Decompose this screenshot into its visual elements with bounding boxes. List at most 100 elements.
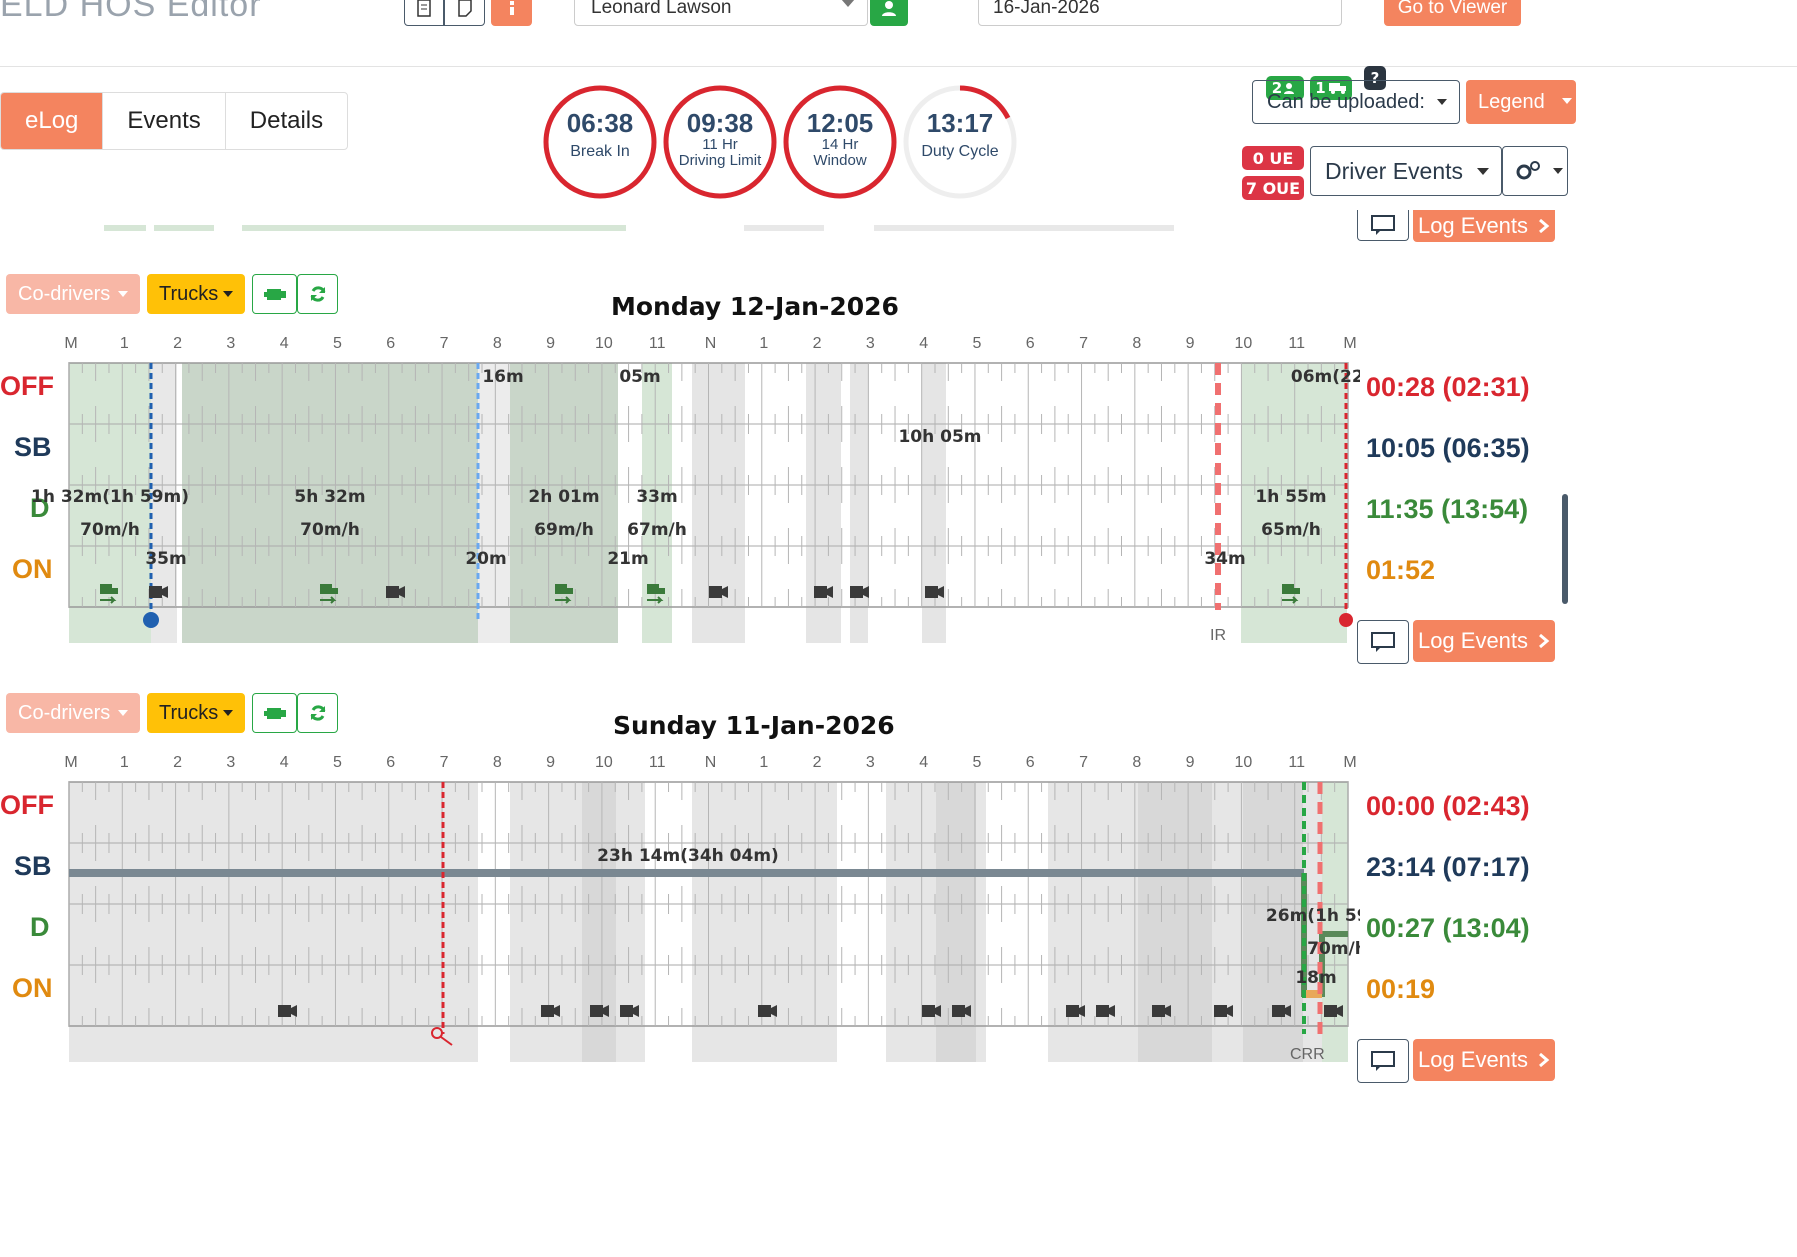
ue-label: 0 UE [1252,148,1294,168]
gauge-label: Duty Cycle [921,143,999,160]
hour-label: 5 [333,754,342,771]
comment-button[interactable] [1357,210,1409,241]
camera-icon[interactable] [758,1005,777,1017]
settings-button[interactable] [1502,146,1568,196]
codrivers-button[interactable]: Co-drivers [6,693,140,733]
codrivers-button[interactable]: Co-drivers [6,274,140,314]
trucks-button[interactable]: Trucks [147,693,245,733]
hour-label: 4 [919,754,928,771]
status-label-on: ON [12,973,53,1003]
ir-marker: IR [1210,627,1226,644]
gauge-ring [783,85,897,199]
tab-events-label: Events [127,107,201,134]
tab-details[interactable]: Details [226,93,347,149]
status-label-off: OFF [0,790,54,820]
log-events-button[interactable]: Log Events [1413,210,1555,242]
segment-label: 26m(1h 59m) [1266,906,1360,926]
info-button[interactable] [491,0,532,26]
engine-button[interactable] [252,274,297,314]
driver-name: Leonard Lawson [591,0,732,18]
total-sb: 10:05 (06:35) [1366,433,1530,463]
camera-icon[interactable] [1152,1005,1171,1017]
camera-icon[interactable] [925,586,944,598]
chevron-down-icon [841,0,855,7]
previous-day-strip [104,218,1184,231]
comment-icon [1371,215,1395,235]
hour-label: 2 [813,754,822,771]
refresh-button[interactable] [297,274,338,314]
camera-icon[interactable] [541,1005,560,1017]
hour-label: 11 [649,335,666,352]
hour-label: 2 [173,335,182,352]
trucks-label: Trucks [159,282,219,305]
hour-label: 3 [866,754,875,771]
event-markers [143,363,1353,628]
tab-elog[interactable]: eLog [1,93,104,149]
status-label-d: D [30,912,50,942]
segment-label: 21m [607,549,648,569]
camera-icon[interactable] [1214,1005,1233,1017]
caret-down-icon [118,710,128,716]
upload-select[interactable]: Can be uploaded: [1252,80,1460,124]
legend-label: Legend [1478,90,1545,113]
hour-label: 8 [493,754,502,771]
truck-icon[interactable] [647,584,665,604]
tab-events[interactable]: Events [103,93,226,149]
copy-button[interactable] [444,0,485,26]
view-tabs: eLog Events Details [0,92,349,150]
truck-icon[interactable] [555,584,573,604]
caret-down-icon [1562,98,1572,104]
comment-button[interactable] [1357,1039,1409,1083]
status-label-off: OFF [0,371,54,401]
help-badge[interactable]: ? [1364,66,1386,90]
camera-icon[interactable] [278,1005,297,1017]
scrollbar-thumb[interactable] [1562,494,1568,604]
hour-label: 5 [973,335,982,352]
oue-badge[interactable]: 7 OUE [1242,176,1304,200]
camera-icon[interactable] [814,586,833,598]
truck-icon[interactable] [1282,584,1300,604]
camera-icon[interactable] [952,1005,971,1017]
segment-label: 1h 32m(1h 59m) [31,487,189,507]
camera-icon[interactable] [590,1005,609,1017]
log-events-button[interactable]: Log Events [1413,1039,1555,1081]
grid-lines [68,362,1349,608]
driver-select[interactable]: Leonard Lawson [574,0,868,26]
segment-label: 70m/h [1307,939,1360,959]
gauge-time: 13:17 [926,108,994,138]
ue-badge[interactable]: 0 UE [1242,146,1304,170]
log-events-label: Log Events [1417,628,1529,653]
camera-icon[interactable] [386,586,405,598]
camera-icon[interactable] [850,586,869,598]
hour-label: 6 [386,754,395,771]
status-label-on: ON [12,554,53,584]
notes-button[interactable] [404,0,444,26]
refresh-button[interactable] [297,693,338,733]
hour-label: 11 [1288,335,1305,352]
trucks-button[interactable]: Trucks [147,274,245,314]
legend-button[interactable]: Legend [1466,80,1576,124]
camera-icon[interactable] [709,586,728,598]
engine-icon [263,708,286,719]
segment-label: 05m [619,367,660,387]
camera-icon[interactable] [1096,1005,1115,1017]
chevron-right-icon [1539,634,1550,648]
go-to-viewer-button[interactable]: Go to Viewer [1384,0,1521,26]
engine-button[interactable] [252,693,297,733]
day1-log-grid: M 1 2 3 4 5 6 7 8 9 10 11 N 1 2 3 4 5 6 7 8 9 10 11 M 1h 32m(1h … [31,335,1360,644]
truck-icon[interactable] [100,584,118,604]
camera-icon[interactable] [149,586,168,598]
camera-icon[interactable] [620,1005,639,1017]
camera-icon[interactable] [922,1005,941,1017]
camera-icon[interactable] [1324,1005,1343,1017]
segment-label: 70m/h [80,520,140,540]
camera-icon[interactable] [1066,1005,1085,1017]
hour-label: 10 [595,335,613,352]
truck-icon[interactable] [320,584,338,604]
driver-events-select[interactable]: Driver Events [1310,146,1502,196]
log-events-button[interactable]: Log Events [1413,620,1555,662]
date-input[interactable]: 16-Jan-2026 [978,0,1342,26]
camera-icon[interactable] [1272,1005,1291,1017]
driver-profile-button[interactable] [870,0,908,26]
comment-button[interactable] [1357,620,1409,664]
